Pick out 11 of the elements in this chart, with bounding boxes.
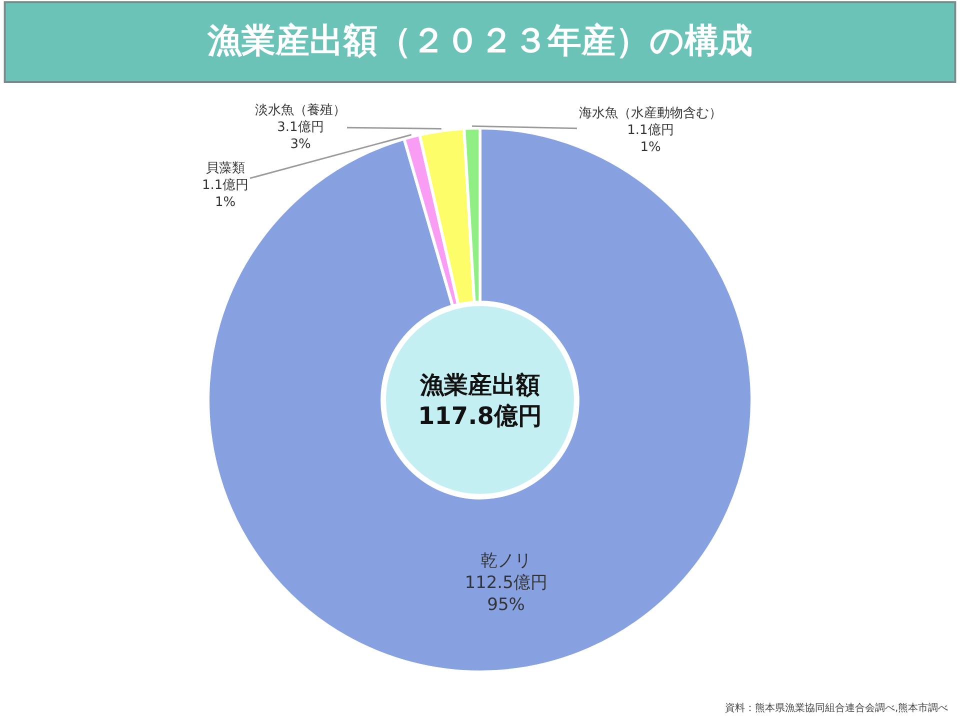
- data-label: 112.5億円 95%: [464, 573, 548, 616]
- chart-title: 漁業産出額（２０２３年産）の構成: [206, 20, 752, 61]
- slice-label: 貝藻類: [206, 161, 245, 176]
- slice-label: 海水魚（水産動物含む）: [579, 105, 722, 121]
- slice-label: 乾ノリ: [480, 551, 532, 572]
- data-label: 3.1億円 3%: [277, 120, 324, 152]
- data-label: 1.1億円 1%: [627, 122, 674, 155]
- slice-label: 淡水魚（養殖）: [255, 103, 346, 118]
- data-label: 1.1億円 1%: [202, 178, 249, 210]
- text: 漁業産出額 117.8億円: [418, 371, 542, 430]
- text: 資料：熊本県漁業協同組合連合会調べ,熊本市調べ: [725, 702, 948, 714]
